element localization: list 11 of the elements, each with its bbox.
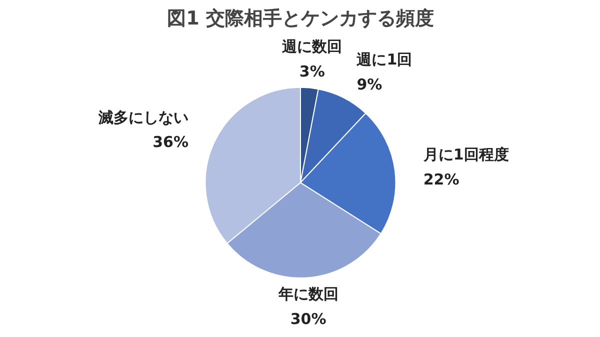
slice-label: 滅多にしない bbox=[97, 108, 188, 126]
data-label: 9% bbox=[356, 75, 382, 94]
slice-label: 週に1回 bbox=[356, 50, 412, 69]
slice-label: 週に数回 bbox=[281, 38, 342, 56]
chart-title: 図1 交際相手とケンカする頻度 bbox=[167, 8, 434, 30]
data-label: 30% bbox=[290, 310, 326, 328]
data-label: 36% bbox=[152, 133, 188, 152]
data-label: 3% bbox=[299, 62, 325, 80]
slice-label: 月に1回程度 bbox=[422, 146, 509, 164]
data-label: 22% bbox=[423, 170, 460, 189]
slice-label: 年に数回 bbox=[277, 285, 338, 304]
